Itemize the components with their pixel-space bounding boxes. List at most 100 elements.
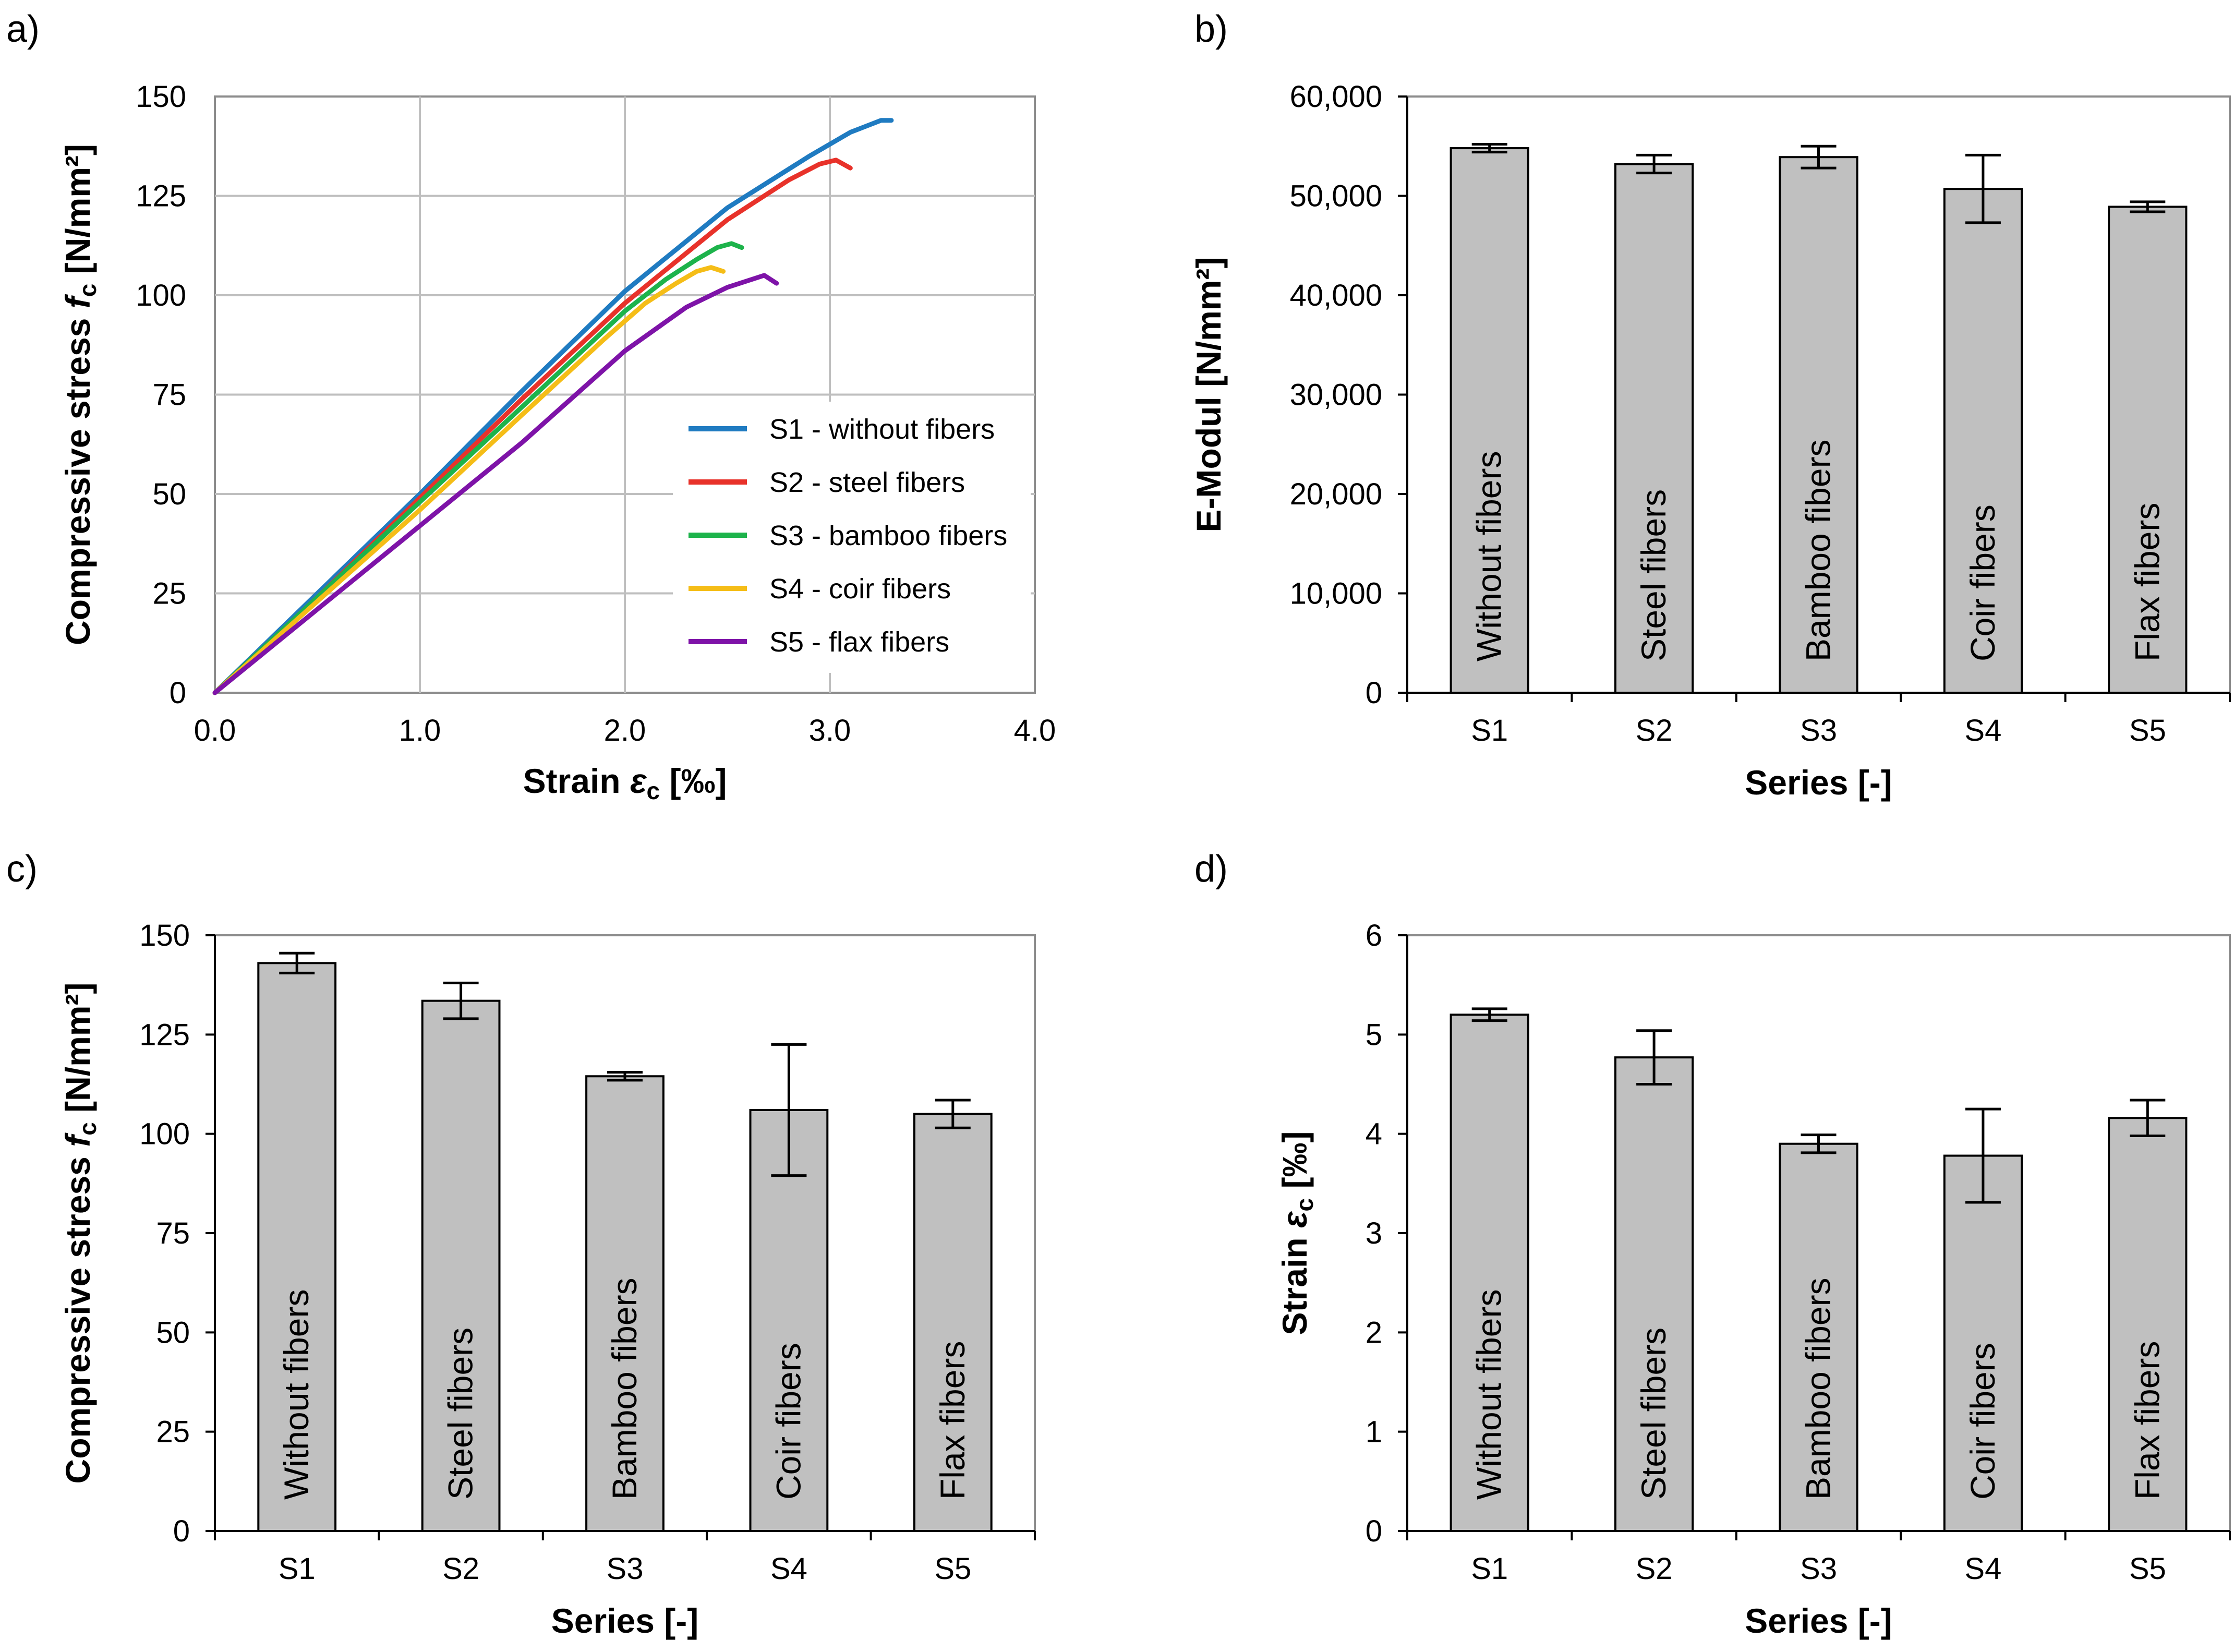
x-tick-label: 3.0 [809,714,851,747]
bar-s3 [1779,156,1858,694]
y-tick-label: 100 [136,279,186,312]
bar-label-s4: Coir fibers [769,1343,807,1500]
bar-s4 [1943,188,2023,694]
x-tick-label-s2: S2 [1636,1552,1673,1586]
x-tick-label: 1.0 [399,714,441,747]
y-tick-label: 50 [152,477,186,511]
y-tick-label: 4 [1366,1117,1382,1151]
y-tick-label: 25 [156,1415,190,1449]
bar-label-s2: Steel fibers [441,1328,480,1500]
x-tick-label-s5: S5 [2129,1552,2166,1586]
y-tick-label: 125 [139,1018,190,1052]
bar-label-s3: Bamboo fibers [1799,439,1838,661]
x-tick-label-s3: S3 [607,1552,644,1586]
x-axis-title-c: Series [-] [551,1601,698,1640]
x-tick-label-s2: S2 [442,1552,479,1586]
y-tick-label: 150 [136,80,186,114]
series-line-s1-without-fibers [212,118,894,695]
panel-label-d: d) [1194,848,1228,890]
bar-label-s5: Flax fibers [2128,503,2166,661]
bar-s2 [1614,1056,1694,1532]
y-tick-label: 10,000 [1290,577,1382,611]
x-tick-label-s3: S3 [1800,714,1837,747]
y-tick-label: 125 [136,179,186,213]
panel-label-b: b) [1194,8,1228,50]
bar-label-s5: Flax fibers [2128,1341,2166,1500]
y-tick-label: 50 [156,1316,190,1349]
panel-label-a: a) [6,8,40,50]
bar-s5 [2108,206,2188,694]
legend-label-s5-flax-fibers: S5 - flax fibers [769,626,949,658]
bar-label-s3: Bamboo fibers [605,1277,644,1500]
bar-label-s4: Coir fibers [1963,504,2002,661]
legend-label-s4-coir-fibers: S4 - coir fibers [769,573,951,605]
chart-e-modul-bars: 0 10,000 20,000 30,000 40,000 50,000 60,000 Wit… [1189,80,2231,802]
bar-s5 [913,1113,993,1533]
x-tick-label: 4.0 [1014,714,1056,747]
chart-compressive-stress-bars: 0 25 50 75 100 125 150 Without fibers S1 Steel fi… [58,919,1036,1640]
bar-s4 [1943,1154,2023,1533]
legend-label-s3-bamboo-fibers: S3 - bamboo fibers [769,520,1007,551]
bar-s2 [1614,163,1694,694]
y-tick-label: 75 [156,1216,190,1250]
series-line-s4-coir-fibers [212,265,726,695]
bar-label-s2: Steel fibers [1634,489,1673,661]
x-tick-label-s2: S2 [1636,714,1673,747]
x-tick-label-s3: S3 [1800,1552,1837,1586]
x-tick-label-s1: S1 [1471,714,1508,747]
bar-label-s2: Steel fibers [1634,1328,1673,1500]
bar-label-s4: Coir fibers [1963,1343,2002,1500]
legend-a: S1 - without fibers S2 - steel fibers S3 -… [673,402,1031,673]
y-tick-label: 25 [152,577,186,611]
chart-strain-bars: 0 1 2 3 4 5 6 Without fibers S1 Steel fibers S2 Bam… [1275,919,2231,1640]
x-tick-label-s1: S1 [1471,1552,1508,1586]
y-axis-title-c: Compressive stress fc [N/mm²] [58,983,101,1484]
y-tick-label: 75 [152,378,186,412]
x-tick-label: 2.0 [604,714,646,747]
x-axis-title-a: Strain εc [‰] [523,762,727,804]
series-line-s5-flax-fibers [212,273,779,695]
series-line-s3-bamboo-fibers [212,241,744,695]
bar-s4 [749,1108,829,1532]
x-tick-label-s4: S4 [1964,714,2001,747]
y-tick-label: 0 [173,1514,190,1548]
bar-s1 [1450,147,1529,694]
y-tick-label: 100 [139,1117,190,1151]
x-tick-label-s5: S5 [2129,714,2166,747]
y-tick-label: 60,000 [1290,80,1382,114]
y-tick-label: 6 [1366,919,1382,952]
chart-strain-stress-curves: 0.0 1.0 2.0 3.0 4.0 0 25 50 75 100 125 150 S1 - with… [58,80,1056,804]
x-tick-label-s4: S4 [770,1552,807,1586]
y-tick-label: 0 [1366,1514,1382,1548]
x-tick-label-s4: S4 [1964,1552,2001,1586]
y-tick-label: 40,000 [1290,279,1382,312]
x-axis-title-d: Series [-] [1745,1601,1892,1640]
y-tick-label: 0 [170,676,186,710]
y-tick-label: 0 [1366,676,1382,710]
bar-label-s1: Without fibers [1470,1289,1508,1500]
bar-label-s5: Flax fibers [933,1341,972,1500]
y-tick-label: 2 [1366,1316,1382,1349]
y-axis-title-b: E-Modul [N/mm²] [1189,257,1228,533]
y-tick-label: 3 [1366,1216,1382,1250]
legend-label-s2-steel-fibers: S2 - steel fibers [769,467,965,498]
bar-s3 [585,1075,665,1533]
x-tick-label-s5: S5 [934,1552,971,1586]
y-tick-label: 20,000 [1290,477,1382,511]
y-tick-label: 150 [139,919,190,952]
legend-label-s1-without-fibers: S1 - without fibers [769,414,995,445]
y-axis-title-a: Compressive stress fc [N/mm²] [58,144,101,645]
y-axis-title-d: Strain εc [‰] [1275,1131,1318,1335]
bar-label-s1: Without fibers [277,1289,316,1500]
bar-label-s3: Bamboo fibers [1799,1277,1838,1500]
y-tick-label: 50,000 [1290,179,1382,213]
y-tick-label: 5 [1366,1018,1382,1052]
bar-label-s1: Without fibers [1470,451,1508,661]
y-tick-label: 1 [1366,1415,1382,1449]
y-tick-label: 30,000 [1290,378,1382,412]
x-axis-title-b: Series [-] [1745,763,1892,802]
panel-label-c: c) [6,848,38,890]
bar-s1 [257,962,337,1532]
x-tick-label-s1: S1 [279,1552,316,1586]
